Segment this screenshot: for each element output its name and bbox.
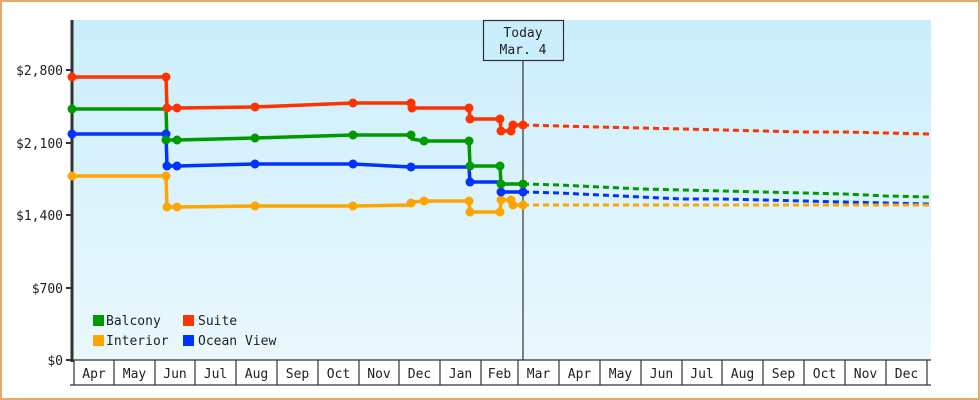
today-annotation: Today Mar. 4 bbox=[482, 19, 565, 62]
y-tick-labels: $0 $700 $1,400 $2,100 $2,800 bbox=[16, 64, 63, 369]
month-label: Feb bbox=[488, 367, 512, 382]
month-label: May bbox=[123, 367, 147, 382]
month-label: Jun bbox=[163, 367, 186, 382]
month-label: Dec bbox=[895, 367, 918, 382]
y-label-1400: $1,400 bbox=[16, 209, 63, 224]
y-ticks bbox=[66, 69, 72, 361]
month-label: Jul bbox=[690, 367, 713, 382]
y-label-0: $0 bbox=[47, 354, 63, 369]
markers-suite bbox=[67, 72, 528, 136]
month-label: Aug bbox=[731, 367, 754, 382]
y-label-700: $700 bbox=[32, 282, 63, 297]
legend-label-suite: Suite bbox=[198, 314, 237, 329]
forecast-suite bbox=[522, 123, 930, 136]
forecast-lines bbox=[522, 123, 930, 207]
month-label: Apr bbox=[568, 367, 592, 382]
legend-label-ocean-view: Ocean View bbox=[198, 334, 276, 349]
legend-swatch-interior bbox=[93, 335, 104, 346]
x-axis bbox=[70, 359, 931, 386]
month-label: Sep bbox=[286, 367, 310, 382]
legend-label-balcony: Balcony bbox=[106, 314, 161, 329]
month-label: Oct bbox=[813, 367, 836, 382]
month-label: Jul bbox=[204, 367, 227, 382]
legend-swatch-suite bbox=[183, 315, 194, 326]
month-label: Sep bbox=[772, 367, 796, 382]
line-interior bbox=[72, 174, 523, 214]
today-label: Today bbox=[503, 26, 542, 41]
today-date: Mar. 4 bbox=[500, 43, 547, 58]
month-label: May bbox=[609, 367, 633, 382]
y-label-2100: $2,100 bbox=[16, 137, 63, 152]
month-label: Jun bbox=[650, 367, 673, 382]
forecast-ocean-view bbox=[522, 190, 930, 206]
month-label: Jan bbox=[449, 367, 472, 382]
markers-balcony bbox=[67, 104, 528, 189]
x-month-labels: Apr May Jun Jul Aug Sep Oct Nov Dec Jan … bbox=[82, 367, 918, 382]
month-label: Mar bbox=[527, 367, 551, 382]
month-label: Nov bbox=[367, 367, 391, 382]
month-label: Aug bbox=[245, 367, 268, 382]
markers-interior bbox=[67, 171, 528, 217]
legend-swatch-balcony bbox=[93, 315, 104, 326]
y-label-2800: $2,800 bbox=[16, 64, 63, 79]
forecast-balcony bbox=[522, 182, 930, 199]
month-label: Apr bbox=[82, 367, 106, 382]
month-label: Dec bbox=[408, 367, 431, 382]
month-label: Nov bbox=[854, 367, 878, 382]
month-label: Oct bbox=[327, 367, 350, 382]
legend-label-interior: Interior bbox=[106, 334, 169, 349]
legend: Balcony Suite Interior Ocean View bbox=[93, 314, 276, 349]
legend-swatch-ocean-view bbox=[183, 335, 194, 346]
